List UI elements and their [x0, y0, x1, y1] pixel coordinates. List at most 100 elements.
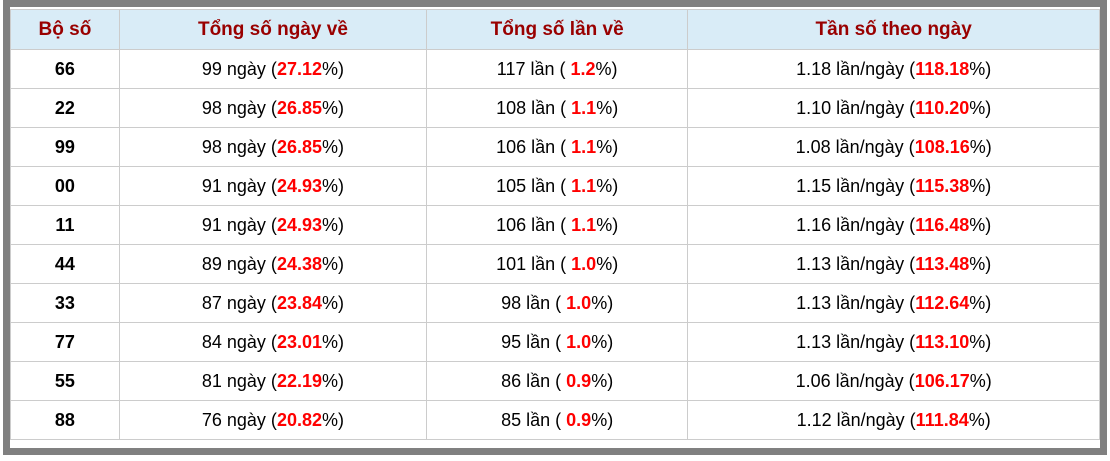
column-header-frequency: Tần số theo ngày [687, 9, 1100, 50]
times-suffix: %) [591, 409, 614, 430]
times-suffix: %) [591, 331, 614, 352]
frequency-cell: 1.15 lần/ngày (115.38%) [687, 166, 1100, 206]
days-text: 98 ngày ( [201, 136, 277, 157]
frequency-text: 1.13 lần/ngày ( [796, 292, 916, 313]
days-cell: 76 ngày (20.82%) [118, 400, 427, 440]
frequency-cell: 1.06 lần/ngày (106.17%) [687, 361, 1100, 401]
frequency-percent: 110.20 [915, 97, 970, 118]
pair-cell: 33 [10, 283, 120, 323]
days-suffix: %) [321, 331, 344, 352]
table-row: 44 89 ngày (24.38%) 101 lần ( 1.0%) 1.13… [10, 244, 1100, 284]
days-suffix: %) [321, 292, 344, 313]
frequency-cell: 1.08 lần/ngày (108.16%) [687, 127, 1100, 167]
days-percent: 20.82 [276, 409, 322, 430]
days-cell: 99 ngày (27.12%) [118, 49, 427, 89]
frequency-text: 1.13 lần/ngày ( [796, 253, 916, 274]
times-percent: 1.0 [566, 331, 592, 352]
frequency-suffix: %) [969, 175, 992, 196]
days-cell: 89 ngày (24.38%) [118, 244, 427, 284]
frequency-suffix: %) [969, 136, 992, 157]
times-percent: 0.9 [566, 370, 592, 391]
frequency-suffix: %) [969, 97, 992, 118]
frequency-suffix: %) [969, 214, 992, 235]
frequency-suffix: %) [969, 253, 992, 274]
table-row: 33 87 ngày (23.84%) 98 lần ( 1.0%) 1.13 … [10, 283, 1100, 323]
times-cell: 101 lần ( 1.0%) [425, 244, 689, 284]
frequency-percent: 116.48 [915, 214, 970, 235]
days-percent: 24.93 [276, 214, 322, 235]
times-percent: 1.1 [571, 214, 597, 235]
times-suffix: %) [596, 214, 619, 235]
frequency-percent: 108.16 [914, 136, 970, 157]
times-suffix: %) [595, 58, 618, 79]
days-text: 81 ngày ( [201, 370, 277, 391]
days-suffix: %) [321, 370, 344, 391]
table-frame: Bộ số Tổng số ngày về Tổng số lần về Tần… [3, 0, 1107, 455]
days-cell: 98 ngày (26.85%) [118, 88, 427, 128]
frequency-suffix: %) [969, 370, 992, 391]
pair-cell: 88 [10, 400, 120, 440]
times-text: 98 lần ( [501, 292, 567, 313]
times-cell: 117 lần ( 1.2%) [425, 49, 689, 89]
times-cell: 98 lần ( 1.0%) [425, 283, 689, 323]
days-percent: 26.85 [276, 136, 322, 157]
days-percent: 22.19 [276, 370, 322, 391]
frequency-text: 1.12 lần/ngày ( [796, 409, 916, 430]
times-suffix: %) [591, 292, 614, 313]
times-text: 86 lần ( [501, 370, 567, 391]
days-suffix: %) [321, 175, 344, 196]
frequency-text: 1.13 lần/ngày ( [796, 331, 916, 352]
times-suffix: %) [596, 175, 619, 196]
days-percent: 23.01 [276, 331, 322, 352]
days-suffix: %) [321, 136, 344, 157]
days-cell: 91 ngày (24.93%) [118, 205, 427, 245]
table-row: 99 98 ngày (26.85%) 106 lần ( 1.1%) 1.08… [10, 127, 1100, 167]
days-suffix: %) [321, 409, 344, 430]
frequency-cell: 1.13 lần/ngày (113.10%) [687, 322, 1100, 362]
frequency-text: 1.10 lần/ngày ( [796, 97, 916, 118]
frequency-cell: 1.13 lần/ngày (112.64%) [687, 283, 1100, 323]
frequency-percent: 112.64 [915, 292, 970, 313]
times-text: 101 lần ( [496, 253, 572, 274]
days-cell: 84 ngày (23.01%) [118, 322, 427, 362]
times-text: 108 lần ( [496, 97, 572, 118]
times-text: 105 lần ( [496, 175, 572, 196]
times-percent: 1.1 [571, 175, 597, 196]
frequency-percent: 118.18 [915, 58, 970, 79]
times-percent: 1.1 [571, 97, 597, 118]
days-cell: 91 ngày (24.93%) [118, 166, 427, 206]
times-percent: 1.1 [571, 136, 597, 157]
times-suffix: %) [596, 97, 619, 118]
pair-cell: 77 [10, 322, 120, 362]
days-text: 99 ngày ( [201, 58, 277, 79]
frequency-percent: 111.84 [915, 409, 969, 430]
loto-pair-statistics-table: Bộ số Tổng số ngày về Tổng số lần về Tần… [10, 9, 1100, 440]
times-cell: 85 lần ( 0.9%) [425, 400, 689, 440]
table-body: 66 99 ngày (27.12%) 117 lần ( 1.2%) 1.18… [10, 49, 1100, 440]
days-text: 91 ngày ( [201, 214, 277, 235]
days-suffix: %) [321, 253, 344, 274]
times-cell: 95 lần ( 1.0%) [425, 322, 689, 362]
times-percent: 0.9 [566, 409, 592, 430]
column-header-days: Tổng số ngày về [118, 9, 427, 50]
column-header-times: Tổng số lần về [425, 9, 689, 50]
times-text: 85 lần ( [501, 409, 567, 430]
times-text: 117 lần ( [496, 58, 571, 79]
table-row: 88 76 ngày (20.82%) 85 lần ( 0.9%) 1.12 … [10, 400, 1100, 440]
frequency-suffix: %) [969, 58, 992, 79]
days-cell: 81 ngày (22.19%) [118, 361, 427, 401]
times-cell: 106 lần ( 1.1%) [425, 205, 689, 245]
frequency-text: 1.15 lần/ngày ( [796, 175, 916, 196]
times-percent: 1.0 [571, 253, 597, 274]
times-cell: 86 lần ( 0.9%) [425, 361, 689, 401]
pair-cell: 00 [10, 166, 120, 206]
frequency-cell: 1.13 lần/ngày (113.48%) [687, 244, 1100, 284]
pair-cell: 99 [10, 127, 120, 167]
pair-cell: 55 [10, 361, 120, 401]
frequency-text: 1.16 lần/ngày ( [796, 214, 916, 235]
times-text: 106 lần ( [496, 136, 572, 157]
column-header-pair: Bộ số [10, 9, 120, 50]
times-text: 95 lần ( [501, 331, 567, 352]
days-percent: 24.38 [276, 253, 322, 274]
frequency-cell: 1.18 lần/ngày (118.18%) [687, 49, 1100, 89]
